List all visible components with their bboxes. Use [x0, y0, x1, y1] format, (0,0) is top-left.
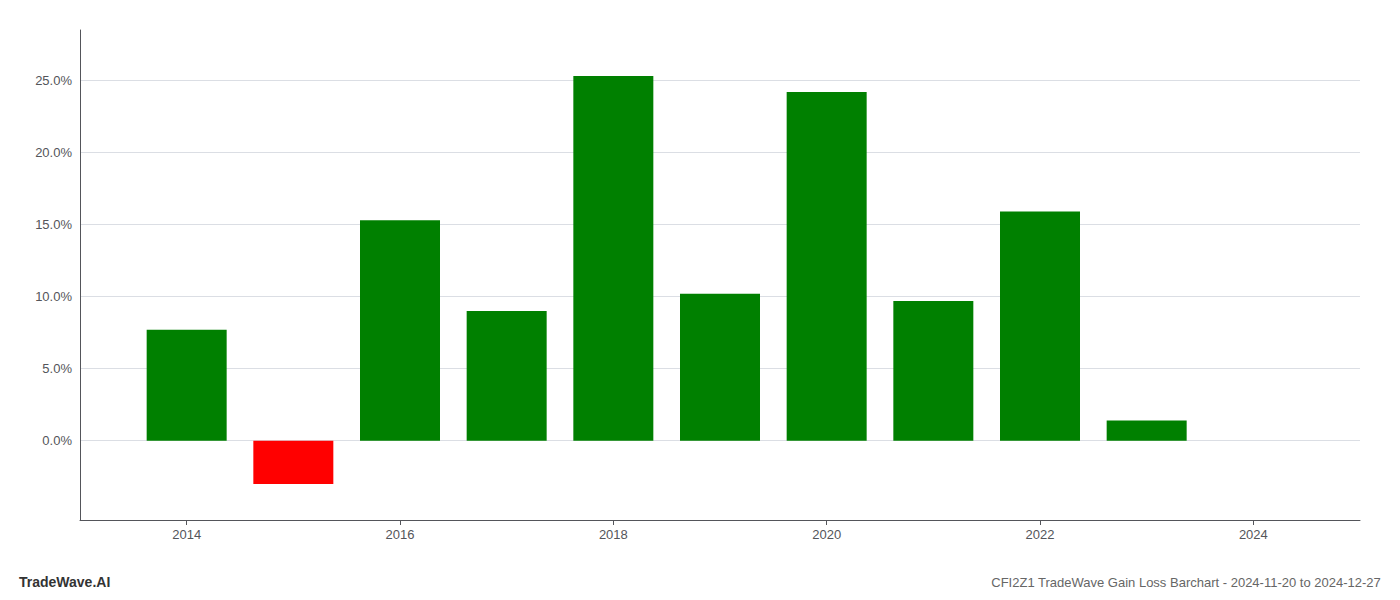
svg-text:20.0%: 20.0% — [35, 145, 72, 160]
svg-text:2018: 2018 — [599, 527, 628, 542]
svg-text:5.0%: 5.0% — [42, 361, 72, 376]
svg-text:2022: 2022 — [1026, 527, 1055, 542]
svg-text:2024: 2024 — [1239, 527, 1268, 542]
svg-text:0.0%: 0.0% — [42, 433, 72, 448]
svg-text:CFI2Z1 TradeWave Gain Loss Bar: CFI2Z1 TradeWave Gain Loss Barchart - 20… — [991, 575, 1380, 590]
svg-text:10.0%: 10.0% — [35, 289, 72, 304]
svg-text:2020: 2020 — [812, 527, 841, 542]
svg-text:TradeWave.AI: TradeWave.AI — [19, 574, 110, 590]
svg-text:25.0%: 25.0% — [35, 73, 72, 88]
svg-text:2016: 2016 — [386, 527, 415, 542]
svg-text:2014: 2014 — [172, 527, 201, 542]
svg-text:15.0%: 15.0% — [35, 217, 72, 232]
